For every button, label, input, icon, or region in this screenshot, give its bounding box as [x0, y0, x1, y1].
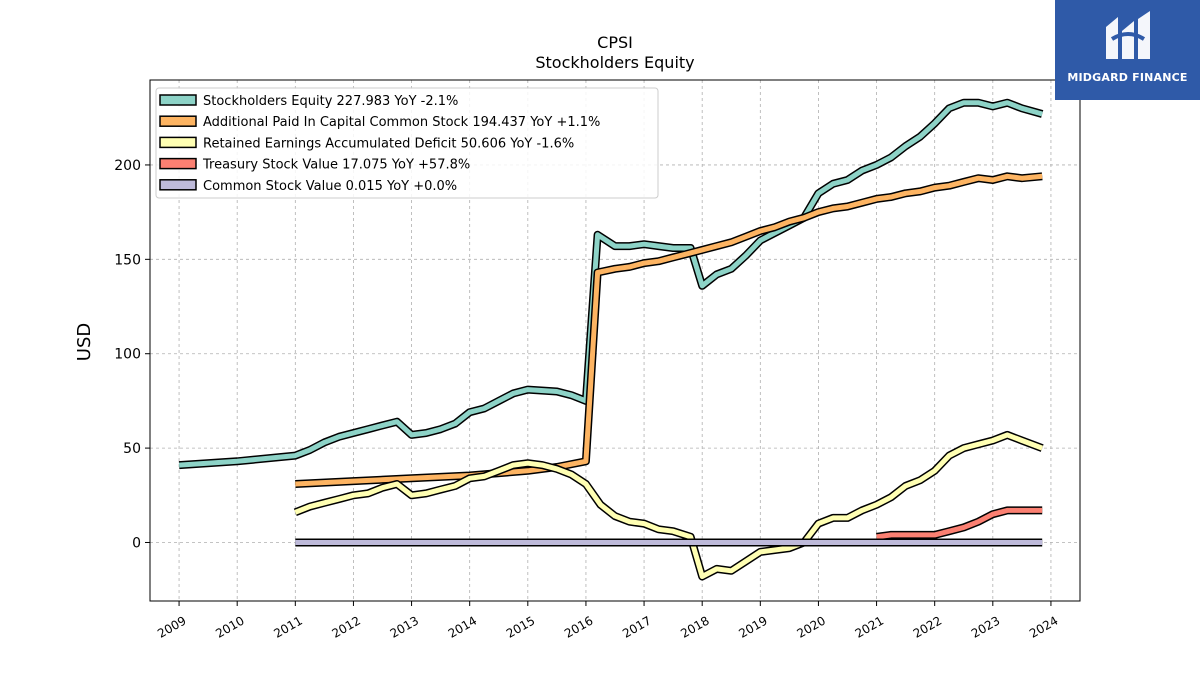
legend-label-1: Additional Paid In Capital Common Stock …: [203, 115, 600, 130]
brand-logo: MIDGARD FINANCE: [1055, 0, 1200, 100]
legend-label-4: Common Stock Value 0.015 YoY +0.0%: [203, 179, 457, 194]
brand-name: MIDGARD FINANCE: [1067, 71, 1188, 84]
x-tick-label: 2013: [388, 613, 421, 640]
series-line-2: [294, 432, 1044, 579]
legend-label-3: Treasury Stock Value 17.075 YoY +57.8%: [202, 158, 470, 173]
series-outline-1: [295, 172, 1043, 488]
legend-swatch-2: [159, 136, 197, 149]
legend-swatch-4: [159, 179, 197, 191]
x-tick-label: 2023: [969, 613, 1002, 640]
x-tick-label: 2012: [329, 613, 362, 640]
x-tick-label: 2010: [213, 613, 246, 640]
legend-label-2: Retained Earnings Accumulated Deficit 50…: [203, 136, 574, 151]
series-layer: [178, 98, 1044, 581]
y-tick-label: 150: [114, 252, 141, 268]
series-line-1: [295, 173, 1043, 487]
y-tick-label: 200: [114, 158, 141, 174]
x-tick-label: 2017: [620, 613, 653, 640]
legend-box: [155, 87, 659, 199]
x-tick-label: 2009: [155, 613, 188, 640]
chart-subtitle: Stockholders Equity: [535, 53, 694, 72]
legend-label-0: Stockholders Equity 227.983 YoY -2.1%: [203, 94, 458, 109]
x-tick-label: 2024: [1027, 613, 1060, 640]
y-axis-label: USD: [74, 323, 95, 361]
y-tick-label: 100: [114, 347, 141, 363]
y-tick-label: 50: [123, 441, 141, 457]
x-tick-label: 2019: [736, 613, 769, 640]
series-line-3: [876, 507, 1043, 540]
x-tick-label: 2020: [794, 613, 827, 640]
midgard-logo-icon: [1105, 11, 1150, 59]
chart-title: CPSI: [597, 33, 633, 52]
series-line-0: [178, 100, 1043, 468]
series-outline-2: [293, 430, 1044, 581]
x-tick-label: 2011: [271, 613, 304, 640]
x-tick-label: 2015: [504, 613, 537, 640]
y-tick-label: 0: [132, 535, 141, 551]
x-tick-label: 2021: [853, 613, 886, 640]
x-tick-label: 2016: [562, 613, 595, 640]
legend: Stockholders Equity 227.983 YoY -2.1% Add…: [155, 87, 659, 199]
legend-swatch-1: [159, 115, 197, 127]
plot-frame: [149, 79, 1081, 602]
x-tick-label: 2018: [678, 613, 711, 640]
x-tick-label: 2014: [446, 613, 479, 640]
legend-swatch-0: [159, 94, 197, 106]
x-tick-label: 2022: [911, 613, 944, 640]
legend-swatch-3: [159, 157, 197, 170]
